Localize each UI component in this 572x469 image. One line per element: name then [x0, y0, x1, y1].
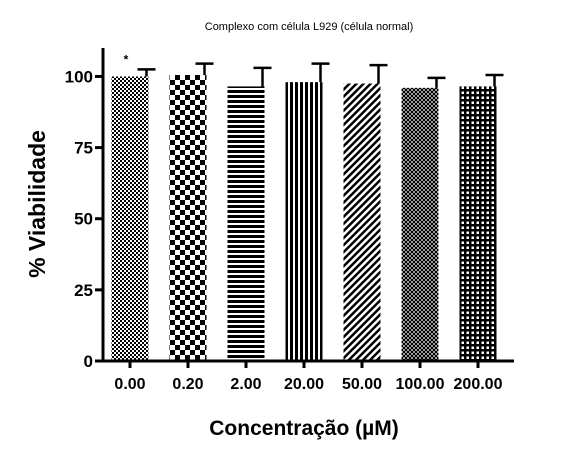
y-tick-label: 25 — [74, 281, 93, 300]
bar — [285, 82, 323, 362]
y-tick-label: 75 — [74, 139, 93, 158]
significance-marker: * — [124, 52, 129, 66]
chart-title: Complexo com célula L929 (célula normal) — [205, 21, 413, 33]
y-ticks: 0 25 50 75 100 — [65, 67, 103, 371]
bar — [343, 83, 381, 362]
bar — [227, 86, 265, 361]
x-tick-label: 0.00 — [114, 376, 145, 393]
x-tick-label: 2.00 — [230, 376, 261, 393]
x-tick-label: 50.00 — [342, 376, 382, 393]
bars-layer: * — [111, 52, 504, 362]
y-tick-label: 100 — [65, 67, 93, 86]
x-axis-label: Concentração (µM) — [209, 417, 398, 440]
x-tick-label: 0.20 — [172, 376, 203, 393]
bar — [169, 75, 207, 362]
y-tick-label: 50 — [74, 210, 93, 229]
x-tick-label: 20.00 — [284, 376, 324, 393]
y-axis-label: % Viabilidade — [24, 130, 50, 278]
bar — [111, 76, 149, 362]
y-tick-label: 0 — [84, 352, 93, 371]
x-ticks: 0.00 0.20 2.00 20.00 50.00 100.00 200.00 — [114, 361, 503, 393]
x-tick-label: 200.00 — [454, 376, 503, 393]
bar — [459, 86, 497, 361]
bar — [401, 87, 439, 361]
x-tick-label: 100.00 — [396, 376, 445, 393]
